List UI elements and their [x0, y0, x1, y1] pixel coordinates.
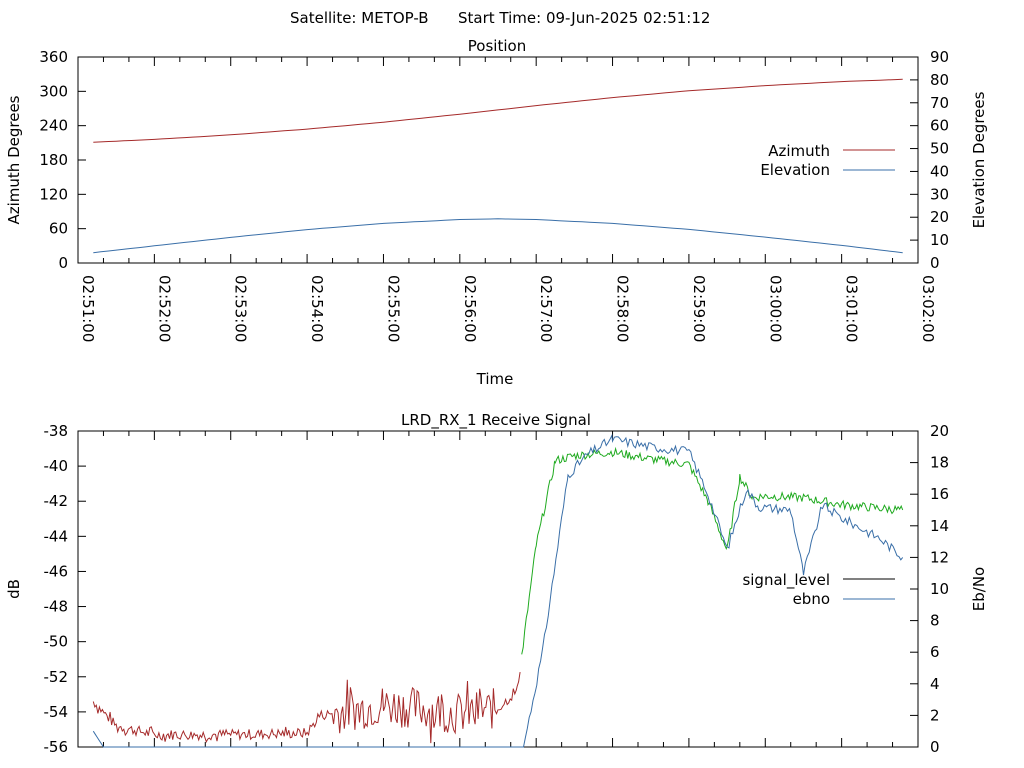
series-line-signal-level-high — [521, 446, 904, 655]
y2-tick-label: 0 — [930, 254, 940, 272]
legend-label-ebno: ebno — [793, 590, 830, 608]
position-title: Position — [468, 37, 526, 55]
signal-chart: LRD_RX_1 Receive Signal -56-54-52-50-48-… — [5, 411, 988, 756]
start-time-label: Start Time: 09-Jun-2025 02:51:12 — [458, 9, 710, 27]
y-tick-label: 0 — [58, 254, 68, 272]
x-tick-label: 02:58:00 — [614, 275, 632, 342]
signal-y-axis-label: dB — [5, 579, 23, 599]
y-tick-label: 180 — [39, 151, 68, 169]
y2-tick-label: 60 — [930, 117, 949, 135]
y-tick-label: 360 — [39, 48, 68, 66]
y-tick-label: 120 — [39, 185, 68, 203]
position-y-axis-label: Azimuth Degrees — [5, 95, 23, 224]
y-tick-label: -48 — [44, 598, 69, 616]
legend-label-signal-level: signal_level — [742, 571, 830, 590]
y2-tick-label: 40 — [930, 162, 949, 180]
y2-tick-label: 50 — [930, 140, 949, 158]
signal-title: LRD_RX_1 Receive Signal — [401, 411, 591, 430]
y-tick-label: 60 — [49, 220, 68, 238]
y2-tick-label: 90 — [930, 48, 949, 66]
signal-y2-axis-label: Eb/No — [970, 567, 988, 611]
position-chart: Position 0 60 120 180 240 300 360 0 10 20 30 40 50 60… — [5, 37, 988, 388]
x-tick-label: 02:52:00 — [155, 275, 173, 342]
satellite-label: Satellite: METOP-B — [290, 9, 429, 27]
series-line-elevation — [93, 218, 903, 254]
y2-tick-label: 10 — [930, 231, 949, 249]
legend-label-azimuth: Azimuth — [768, 142, 830, 160]
y2-tick-label: 20 — [930, 422, 949, 440]
y-tick-label: -54 — [44, 703, 69, 721]
legend-label-elevation: Elevation — [760, 161, 830, 179]
x-tick-label: 02:51:00 — [79, 275, 97, 342]
y-tick-label: -56 — [44, 738, 69, 756]
x-tick-label: 02:56:00 — [461, 275, 479, 342]
signal-axes: -56 -54 -52 -50 -48 -46 -44 -42 -40 -38 0 2 4 6 8 10 12 1… — [44, 422, 950, 756]
y2-tick-label: 18 — [930, 454, 949, 472]
signal-legend: signal_level ebno — [742, 571, 895, 608]
x-tick-label: 02:53:00 — [232, 275, 250, 342]
y2-tick-label: 12 — [930, 548, 949, 566]
x-tick-label: 02:57:00 — [537, 275, 555, 342]
y-tick-label: -46 — [44, 562, 69, 580]
y-tick-label: -40 — [44, 457, 69, 475]
y-tick-label: -42 — [44, 492, 69, 510]
y-tick-label: 240 — [39, 117, 68, 135]
y2-tick-label: 80 — [930, 71, 949, 89]
series-line-ebno — [92, 433, 904, 748]
y2-tick-label: 6 — [930, 643, 940, 661]
x-tick-label: 02:54:00 — [308, 275, 326, 342]
position-series — [93, 78, 903, 254]
y2-tick-label: 20 — [930, 208, 949, 226]
x-tick-label: 03:02:00 — [919, 275, 937, 342]
y2-tick-label: 0 — [930, 738, 940, 756]
y2-tick-label: 4 — [930, 675, 940, 693]
position-plot-frame — [77, 56, 919, 264]
position-x-axis-label: Time — [476, 370, 514, 388]
y2-tick-label: 70 — [930, 94, 949, 112]
position-y2-axis-label: Elevation Degrees — [970, 91, 988, 228]
y2-tick-label: 14 — [930, 517, 949, 535]
x-tick-label: 02:59:00 — [690, 275, 708, 342]
signal-plot-frame — [77, 430, 919, 748]
y2-tick-label: 10 — [930, 580, 949, 598]
y2-tick-label: 2 — [930, 706, 940, 724]
y-tick-label: 300 — [39, 82, 68, 100]
series-line-signal-level-low — [92, 672, 521, 744]
y2-tick-label: 30 — [930, 185, 949, 203]
y-tick-label: -44 — [44, 527, 69, 545]
y-tick-label: -38 — [44, 422, 69, 440]
y2-tick-label: 16 — [930, 485, 949, 503]
signal-series — [92, 433, 904, 748]
x-tick-label: 03:00:00 — [766, 275, 784, 342]
y2-tick-label: 8 — [930, 612, 940, 630]
series-line-azimuth — [93, 78, 903, 143]
x-tick-label: 03:01:00 — [843, 275, 861, 342]
x-tick-label: 02:55:00 — [384, 275, 402, 342]
position-legend: Azimuth Elevation — [760, 142, 895, 179]
position-axes: 0 60 120 180 240 300 360 0 10 20 30 40 50 60 70 80 90 02:… — [39, 48, 949, 342]
y-tick-label: -52 — [44, 668, 69, 686]
y-tick-label: -50 — [44, 633, 69, 651]
